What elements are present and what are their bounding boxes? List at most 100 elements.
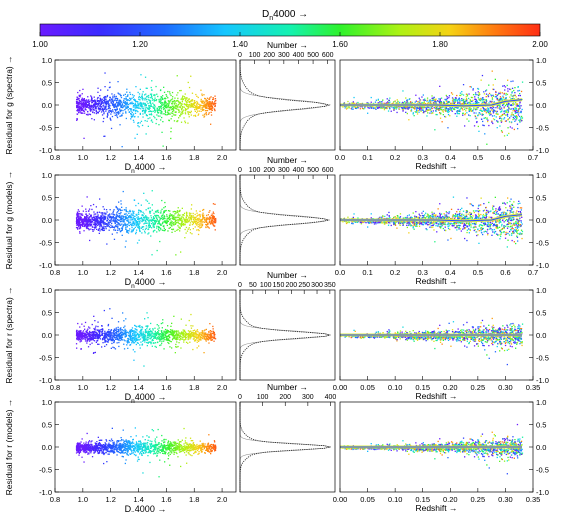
left-point bbox=[175, 211, 177, 213]
left-point bbox=[152, 219, 154, 221]
left-point bbox=[157, 211, 160, 213]
right-point bbox=[435, 107, 437, 109]
left-point bbox=[95, 106, 97, 108]
left-point bbox=[98, 101, 101, 103]
right-point bbox=[416, 107, 418, 109]
left-point bbox=[123, 220, 125, 222]
right-point bbox=[432, 214, 434, 216]
right-point bbox=[510, 222, 512, 225]
left-point bbox=[199, 105, 201, 107]
left-point bbox=[209, 216, 211, 218]
left-point bbox=[201, 101, 203, 103]
right-point bbox=[483, 91, 485, 93]
left-point bbox=[161, 199, 163, 202]
right-point bbox=[456, 225, 458, 227]
left-point bbox=[177, 225, 179, 227]
left-point bbox=[175, 103, 177, 105]
left-point bbox=[187, 218, 189, 220]
left-point bbox=[114, 104, 116, 106]
left-point bbox=[84, 220, 86, 223]
left-point bbox=[97, 103, 99, 105]
left-point bbox=[119, 109, 121, 111]
left-point bbox=[196, 95, 198, 97]
right-point bbox=[456, 94, 458, 97]
left-point bbox=[177, 108, 179, 111]
right-point bbox=[406, 108, 408, 110]
left-point bbox=[138, 239, 140, 241]
left-point bbox=[129, 221, 132, 223]
left-point bbox=[141, 97, 143, 100]
left-point bbox=[197, 229, 199, 231]
left-point bbox=[141, 226, 143, 228]
left-point bbox=[197, 226, 199, 228]
right-point bbox=[404, 108, 406, 110]
left-point bbox=[98, 232, 100, 234]
left-point bbox=[137, 216, 139, 218]
right-point bbox=[517, 109, 520, 111]
left-point bbox=[115, 110, 117, 112]
left-point bbox=[174, 97, 176, 99]
left-point bbox=[99, 104, 102, 106]
left-point bbox=[188, 98, 190, 100]
left-point bbox=[106, 112, 109, 114]
left-point bbox=[82, 101, 84, 103]
left-point bbox=[187, 220, 189, 222]
right-point bbox=[481, 101, 483, 104]
colorbar-tick-label: 1.40 bbox=[232, 40, 248, 49]
left-point bbox=[101, 212, 103, 214]
left-point bbox=[213, 221, 215, 223]
left-point bbox=[90, 107, 92, 109]
right-point bbox=[482, 120, 484, 123]
left-point bbox=[148, 220, 151, 222]
left-point bbox=[150, 102, 152, 105]
left-point bbox=[115, 95, 117, 98]
left-point bbox=[119, 213, 121, 215]
left-point bbox=[94, 226, 97, 228]
left-point bbox=[185, 104, 188, 107]
left-point bbox=[203, 115, 206, 117]
right-point bbox=[468, 120, 470, 122]
right-point bbox=[468, 225, 470, 227]
right-point bbox=[501, 131, 503, 133]
left-point bbox=[200, 104, 202, 106]
left-point bbox=[96, 216, 98, 218]
left-point bbox=[178, 117, 180, 119]
right-point bbox=[457, 217, 459, 219]
left-point bbox=[141, 232, 143, 234]
left-point bbox=[172, 109, 174, 111]
left-point bbox=[77, 220, 79, 222]
right-point bbox=[481, 74, 484, 77]
left-point bbox=[154, 95, 156, 97]
right-point bbox=[343, 102, 345, 104]
left-point bbox=[84, 99, 86, 102]
right-point bbox=[402, 90, 404, 92]
left-point bbox=[127, 106, 129, 108]
right-point bbox=[469, 110, 471, 112]
left-point bbox=[84, 217, 86, 220]
right-point bbox=[478, 92, 480, 94]
right-point bbox=[423, 111, 425, 113]
left-point bbox=[121, 114, 123, 116]
left-point bbox=[84, 104, 86, 106]
left-point bbox=[213, 108, 216, 110]
left-point bbox=[124, 108, 126, 111]
left-point bbox=[144, 228, 147, 230]
left-point bbox=[192, 228, 194, 230]
right-point bbox=[411, 106, 413, 108]
right-point bbox=[492, 118, 495, 120]
left-point bbox=[104, 101, 107, 104]
right-point bbox=[426, 100, 428, 102]
left-point bbox=[120, 230, 122, 232]
left-point bbox=[79, 232, 81, 234]
right-point bbox=[497, 113, 499, 115]
right-point bbox=[499, 125, 501, 127]
left-point bbox=[105, 226, 107, 228]
left-point bbox=[156, 218, 158, 221]
right-point bbox=[383, 107, 385, 109]
right-point bbox=[388, 99, 390, 101]
right-point bbox=[495, 113, 498, 115]
right-point bbox=[487, 222, 489, 224]
left-point bbox=[180, 108, 183, 110]
left-point bbox=[118, 104, 120, 106]
right-point bbox=[495, 91, 497, 93]
